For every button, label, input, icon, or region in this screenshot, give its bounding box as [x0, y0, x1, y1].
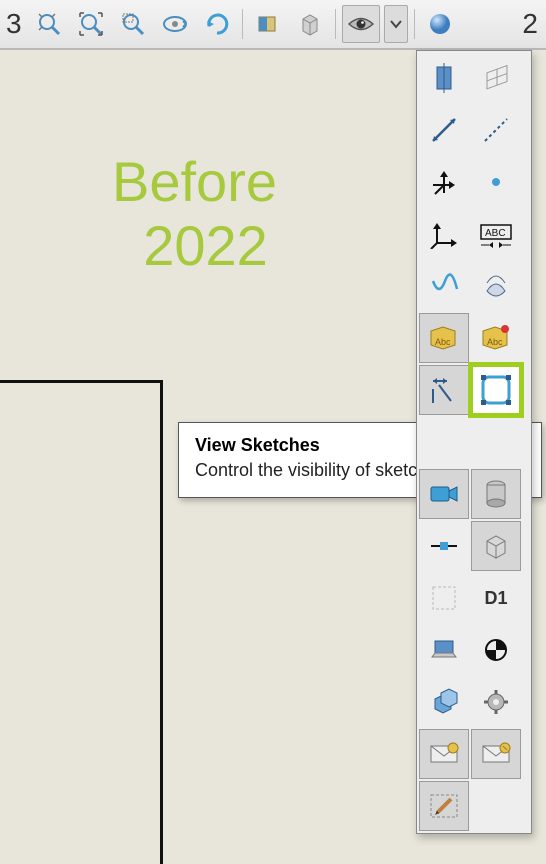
canvas-label: Before 2022: [112, 150, 277, 279]
view-box-button[interactable]: [471, 521, 521, 571]
view-axes-button[interactable]: [419, 105, 469, 155]
view-box-icon: [481, 531, 511, 561]
view-surfaces-icon: [481, 271, 511, 301]
view-axes-icon: [429, 115, 459, 145]
view-laptop-button[interactable]: [419, 625, 469, 675]
view-decals-abc-button[interactable]: Abc: [419, 313, 469, 363]
view-planes-button[interactable]: [419, 53, 469, 103]
view-sketches-button[interactable]: [471, 365, 521, 415]
zoom-window-icon: [78, 11, 104, 37]
orbit-button[interactable]: [156, 5, 194, 43]
view-d1-label[interactable]: D1: [471, 573, 521, 623]
view-point-icon: [481, 167, 511, 197]
view-settings-gear-icon: [482, 688, 510, 716]
view-empty-button[interactable]: [419, 573, 469, 623]
view-dashed-axes-icon: [481, 115, 511, 145]
view-connectors-button[interactable]: [419, 521, 469, 571]
view-coord-system-icon: [429, 219, 459, 249]
view-cameras-button[interactable]: [419, 469, 469, 519]
view-target-icon: [482, 636, 510, 664]
page-number-right: 2: [522, 8, 538, 40]
view-annotations-button[interactable]: ABC: [471, 209, 521, 259]
view-d1-label: D1: [484, 588, 507, 609]
svg-text:Abc: Abc: [487, 337, 503, 347]
rotate-icon: [204, 11, 230, 37]
display-mode-button[interactable]: [291, 5, 329, 43]
svg-text:ABC: ABC: [485, 228, 506, 239]
toolbar-separator: [242, 9, 243, 39]
view-connectors-icon: [429, 533, 459, 559]
view-empty-icon: [430, 584, 458, 612]
view-sketch-pen-button[interactable]: [419, 781, 469, 831]
view-envelope1-icon: [429, 742, 459, 766]
view-envelope2-icon: [481, 742, 511, 766]
view-curves-icon: [429, 271, 459, 301]
section-view-button[interactable]: [249, 5, 287, 43]
view-decals-abc2-icon: Abc: [479, 323, 513, 353]
view-decals-abc-icon: Abc: [427, 323, 461, 353]
view-target-button[interactable]: [471, 625, 521, 675]
visibility-eye-icon: [347, 13, 375, 35]
toolbar-separator: [414, 9, 415, 39]
zoom-extents-button[interactable]: [30, 5, 68, 43]
zoom-extents-icon: [36, 11, 62, 37]
view-envelope1-button[interactable]: [419, 729, 469, 779]
view-lights-cyl-icon: [483, 479, 509, 509]
view-assembly-icon: [429, 687, 459, 717]
view-curves-button[interactable]: [419, 261, 469, 311]
view-annotations-icon: ABC: [479, 219, 513, 249]
view-surfaces-button[interactable]: [471, 261, 521, 311]
view-origin-icon: [429, 167, 459, 197]
sketch-geometry: [0, 380, 163, 864]
zoom-previous-icon: [120, 11, 146, 37]
toolbar-separator: [335, 9, 336, 39]
appearance-sphere-icon: [427, 11, 453, 37]
view-assembly-button[interactable]: [419, 677, 469, 727]
view-grid-planes-icon: [481, 63, 511, 93]
page-number: 3: [6, 8, 22, 40]
visibility-dropdown-button[interactable]: [384, 5, 408, 43]
view-dim-names-icon: [429, 375, 459, 405]
chevron-down-icon: [390, 18, 402, 30]
top-toolbar: 3: [0, 0, 546, 50]
view-point-button[interactable]: [471, 157, 521, 207]
view-settings-gear-button[interactable]: [471, 677, 521, 727]
view-planes-icon: [429, 63, 459, 93]
view-sketch-pen-icon: [429, 793, 459, 819]
view-grid-planes-button[interactable]: [471, 53, 521, 103]
appearance-sphere-button[interactable]: [421, 5, 459, 43]
zoom-window-button[interactable]: [72, 5, 110, 43]
visibility-eye-button[interactable]: [342, 5, 380, 43]
display-mode-icon: [297, 11, 323, 37]
view-dashed-axes-button[interactable]: [471, 105, 521, 155]
view-envelope2-button[interactable]: [471, 729, 521, 779]
orbit-icon: [161, 11, 189, 37]
visibility-panel: ABC Abc Abc D1: [416, 50, 532, 834]
view-sketches-icon: [479, 373, 513, 407]
view-coord-system-button[interactable]: [419, 209, 469, 259]
view-cameras-icon: [429, 481, 459, 507]
rotate-button[interactable]: [198, 5, 236, 43]
zoom-previous-button[interactable]: [114, 5, 152, 43]
view-laptop-icon: [429, 637, 459, 663]
view-origin-button[interactable]: [419, 157, 469, 207]
section-view-icon: [255, 11, 281, 37]
view-dim-names-button[interactable]: [419, 365, 469, 415]
view-decals-abc2-button[interactable]: Abc: [471, 313, 521, 363]
view-lights-cyl-button[interactable]: [471, 469, 521, 519]
svg-text:Abc: Abc: [435, 337, 451, 347]
canvas-label-line1: Before: [112, 150, 277, 214]
canvas-label-line2: 2022: [134, 214, 277, 278]
